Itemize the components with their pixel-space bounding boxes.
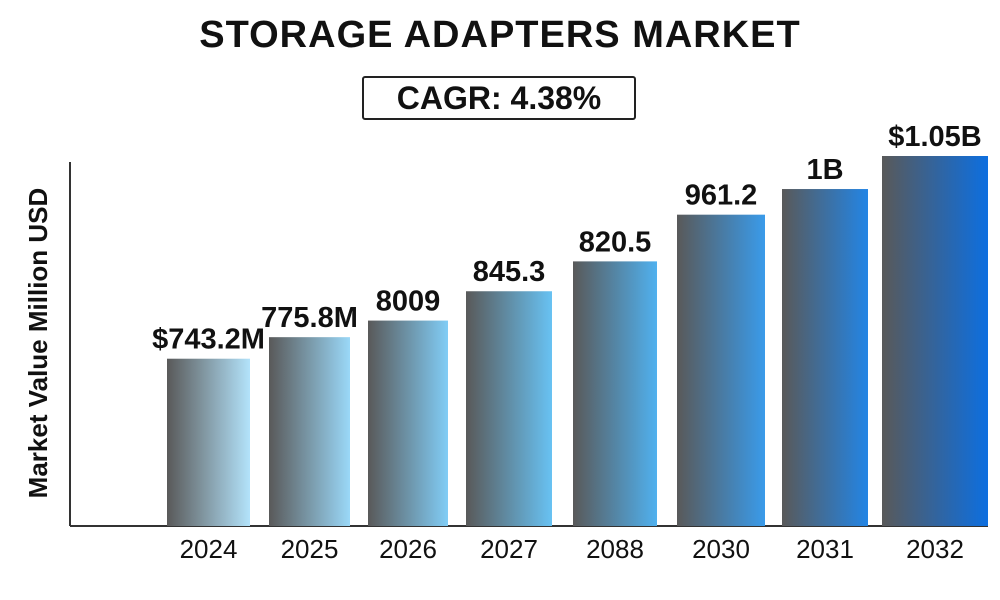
- cagr-badge: CAGR: 4.38%: [362, 76, 636, 120]
- x-tick-2031: 2031: [796, 534, 854, 564]
- x-tick-2032: 2032: [906, 534, 964, 564]
- chart-title: STORAGE ADAPTERS MARKET: [199, 14, 801, 56]
- data-label-2027: 845.3: [473, 256, 546, 288]
- bar-2030: [677, 214, 765, 526]
- x-tick-2025: 2025: [281, 534, 339, 564]
- bar-2024: [167, 358, 250, 526]
- data-label-2088: 820.5: [579, 226, 652, 258]
- data-label-2031: 1B: [806, 154, 843, 186]
- x-tick-2027: 2027: [480, 534, 538, 564]
- x-tick-labels-group: 2024 2025 2026 2027 2088 2030 2031 2032: [180, 534, 964, 564]
- bar-2025: [269, 337, 350, 526]
- x-tick-2030: 2030: [692, 534, 750, 564]
- bars-group: [167, 156, 988, 527]
- x-tick-2026: 2026: [379, 534, 437, 564]
- data-label-2030: 961.2: [685, 180, 758, 212]
- data-label-2032: $1.05B: [888, 121, 982, 153]
- bar-2027: [466, 291, 552, 526]
- x-tick-2088: 2088: [586, 534, 644, 564]
- bar-2088: [573, 261, 657, 526]
- data-label-2024: $743.2M: [152, 324, 265, 356]
- bar-2026: [368, 320, 448, 526]
- data-label-2025: 775.8M: [261, 302, 358, 334]
- data-label-2026: 8009: [376, 286, 441, 318]
- bar-2031: [782, 189, 868, 527]
- bar-2032: [882, 156, 988, 526]
- x-tick-2024: 2024: [180, 534, 238, 564]
